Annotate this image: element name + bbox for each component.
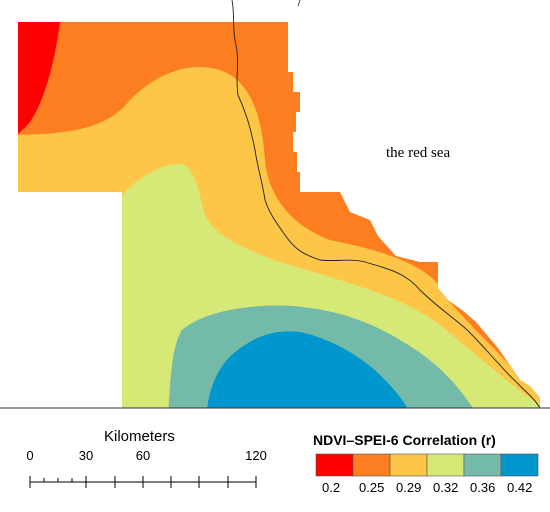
- legend-title: NDVI–SPEI-6 Correlation (r): [313, 432, 496, 448]
- scale-label-0: 0: [26, 448, 33, 463]
- coastline: [231, 0, 541, 409]
- legend-swatch: [389, 453, 428, 477]
- legend: NDVI–SPEI-6 Correlation (r) 0.2 0.25 0.29 0…: [313, 432, 539, 495]
- scale-label-120: 120: [245, 448, 267, 463]
- legend-swatch: [500, 453, 539, 477]
- legend-break-label: 0.42: [507, 480, 532, 495]
- legend-breaks: 0.2 0.25 0.29 0.32 0.36 0.42: [322, 480, 532, 495]
- legend-swatch: [315, 453, 354, 477]
- zone-0-2: [18, 22, 60, 134]
- legend-break-label: 0.32: [433, 480, 458, 495]
- legend-break-label: 0.2: [322, 480, 340, 495]
- scale-bar-ticks: [29, 476, 257, 488]
- correlation-zones: [18, 22, 540, 408]
- legend-swatch: [352, 453, 391, 477]
- legend-break-label: 0.29: [396, 480, 421, 495]
- coastline-fragment: [297, 0, 301, 7]
- legend-break-label: 0.36: [470, 480, 495, 495]
- legend-swatches: [315, 453, 539, 477]
- scale-bar-title: Kilometers: [104, 428, 175, 445]
- legend-swatch: [463, 453, 502, 477]
- sea-label: the red sea: [386, 145, 450, 161]
- zone-0-42: [206, 331, 412, 408]
- scale-bar: Kilometers 0 30 60 120: [26, 428, 267, 488]
- scale-label-60: 60: [136, 448, 150, 463]
- legend-swatch: [426, 453, 465, 477]
- legend-break-label: 0.25: [359, 480, 384, 495]
- scale-label-30: 30: [79, 448, 93, 463]
